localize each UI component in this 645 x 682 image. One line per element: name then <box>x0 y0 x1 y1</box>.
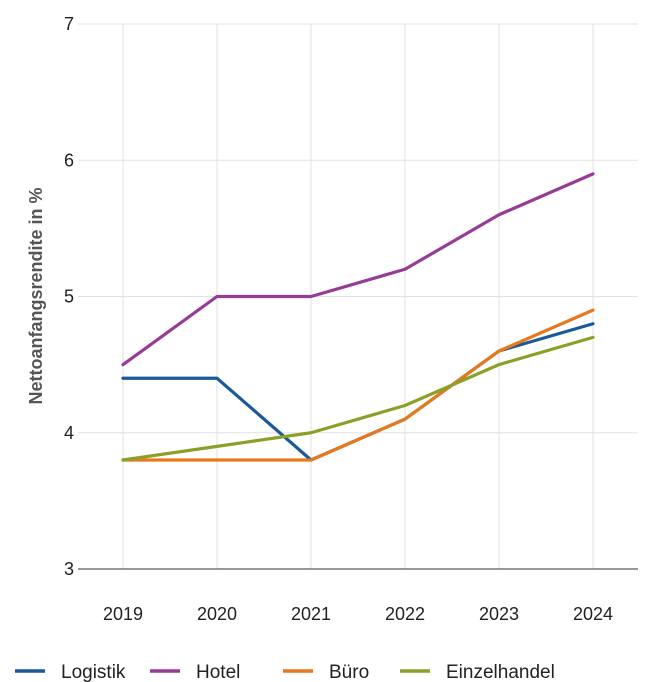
x-tick-label: 2020 <box>197 604 237 624</box>
y-tick-label: 4 <box>64 423 74 443</box>
y-axis-label: Nettoanfangsrendite in % <box>26 187 46 404</box>
legend: Logistik Hotel Büro Einzelhandel <box>15 662 555 682</box>
series-lines <box>121 172 595 462</box>
x-tick-label: 2024 <box>573 604 613 624</box>
y-tick-label: 5 <box>64 287 74 307</box>
legend-item: Logistik <box>15 662 126 682</box>
series-line-einzelhandel <box>121 335 595 462</box>
legend-label: Logistik <box>61 662 126 682</box>
x-tick-labels: 2019 2020 2021 2022 2023 2024 <box>103 604 613 624</box>
grid <box>78 23 638 570</box>
legend-item: Hotel <box>150 662 240 682</box>
y-tick-labels: 3 4 5 6 7 <box>64 14 74 579</box>
y-tick-label: 6 <box>64 150 74 170</box>
y-tick-label: 3 <box>64 559 74 579</box>
x-tick-label: 2021 <box>291 604 331 624</box>
legend-label: Einzelhandel <box>446 662 555 682</box>
legend-item: Einzelhandel <box>400 662 555 682</box>
legend-label: Hotel <box>196 662 240 682</box>
y-tick-label: 7 <box>64 14 74 34</box>
x-tick-label: 2019 <box>103 604 143 624</box>
x-tick-label: 2022 <box>385 604 425 624</box>
series-line-büro <box>121 308 595 462</box>
x-tick-label: 2023 <box>479 604 519 624</box>
legend-item: Büro <box>283 662 369 682</box>
legend-label: Büro <box>329 662 369 682</box>
series-line-hotel <box>121 172 595 367</box>
